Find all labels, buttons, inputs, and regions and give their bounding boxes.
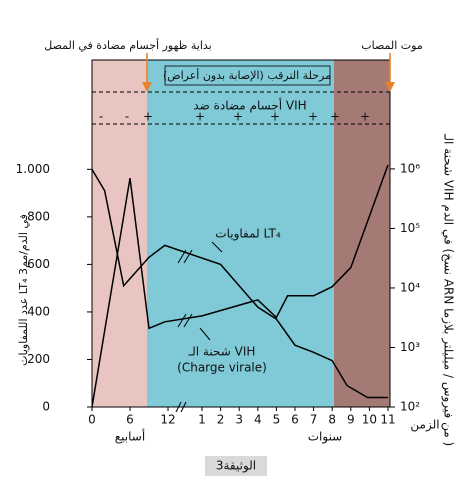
- x-tick-label: 4: [254, 413, 262, 427]
- y-axis-label: عدد اللمفاويات LT₄ في الدم/مم3: [17, 214, 30, 366]
- x-tick-label: 0: [88, 413, 96, 427]
- y-tick-label: 200: [27, 352, 50, 366]
- x-tick-label: 10: [362, 413, 377, 427]
- phase-latency: [147, 60, 334, 407]
- y-tick-label: 0: [42, 400, 50, 414]
- x-tick-label: 6: [291, 413, 299, 427]
- x-tick-label: 6: [126, 413, 134, 427]
- axis-break: [175, 401, 187, 413]
- antibody-start-label: بداية ظهور أجسام مضادة في المصل: [44, 38, 212, 52]
- antibody-sign: +: [195, 110, 205, 124]
- x-tick-label: 1: [198, 413, 206, 427]
- y-tick-label: 600: [27, 257, 50, 271]
- y-tick-label: 800: [27, 209, 50, 223]
- antibody-sign: +: [360, 110, 370, 124]
- line-break: [177, 313, 193, 328]
- antibody-sign: +: [308, 110, 318, 124]
- death-label: موت المصاب: [361, 39, 423, 52]
- y-tick-label: 400: [27, 304, 50, 318]
- antibody-sign: -: [125, 110, 129, 124]
- x-segment-label: سنوات: [308, 430, 343, 445]
- antibody-sign: +: [270, 110, 280, 124]
- antibody-sign: +: [233, 110, 243, 124]
- series-line: [91, 168, 388, 399]
- x-axis-label: الزمن: [410, 418, 439, 433]
- phase-aids: [334, 60, 390, 407]
- latency-label: مرحلة الترقب (الإصابة بدون أعراض): [163, 68, 331, 82]
- charge-virale-label: (Charge virale): [177, 361, 267, 375]
- series-line: [91, 164, 389, 408]
- y2-tick-label: 10⁴: [400, 280, 420, 294]
- x-tick-label: 11: [380, 413, 395, 427]
- plot-frame: [91, 59, 391, 408]
- x-tick-label: 2: [217, 413, 225, 427]
- x-segment-label: أسابيع: [115, 429, 145, 444]
- y2-tick-label: 10⁶: [400, 161, 420, 175]
- y2-tick-label: 10⁵: [400, 221, 420, 235]
- x-tick-label: 7: [310, 413, 318, 427]
- arrow-head: [142, 82, 152, 92]
- x-tick-label: 5: [273, 413, 281, 427]
- x-tick-label: 8: [328, 413, 336, 427]
- x-tick-label: 3: [235, 413, 243, 427]
- caption: الوثيقة3: [216, 459, 256, 474]
- y2-tick-label: 10²: [400, 400, 420, 414]
- antibody-sign: +: [330, 110, 340, 124]
- x-tick-label: 12: [160, 413, 175, 427]
- pointer: [199, 327, 211, 341]
- antibody-sign: +: [143, 110, 153, 124]
- arrow-head: [385, 82, 395, 92]
- x-tick-label: 9: [347, 413, 355, 427]
- antibodies-label: أجسام مضادة ضد VIH: [193, 98, 306, 113]
- y2-tick-label: 10³: [400, 340, 420, 354]
- latency-box: [164, 65, 331, 86]
- pointer: [211, 241, 223, 253]
- y2-axis-label: شحنة الـ VIH في الدم (نسخ ARN من فيروس /…: [441, 133, 456, 446]
- series-label: لمفاويات LT₄: [215, 227, 281, 242]
- y-tick-label: 1.000: [16, 162, 50, 176]
- caption-box: [205, 456, 267, 476]
- antibody-sign: -: [99, 110, 103, 124]
- series-label: شحنة الـ VIH: [188, 345, 256, 359]
